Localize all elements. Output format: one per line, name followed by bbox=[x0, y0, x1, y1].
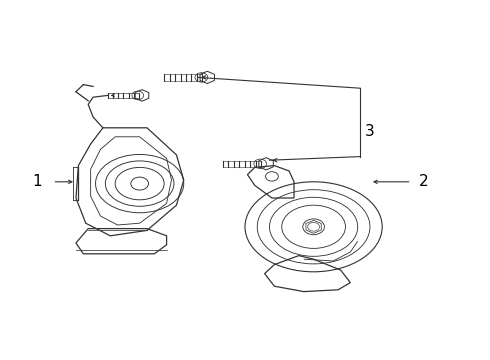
Text: 1: 1 bbox=[32, 174, 42, 189]
Text: 3: 3 bbox=[365, 124, 375, 139]
Text: 2: 2 bbox=[419, 174, 429, 189]
